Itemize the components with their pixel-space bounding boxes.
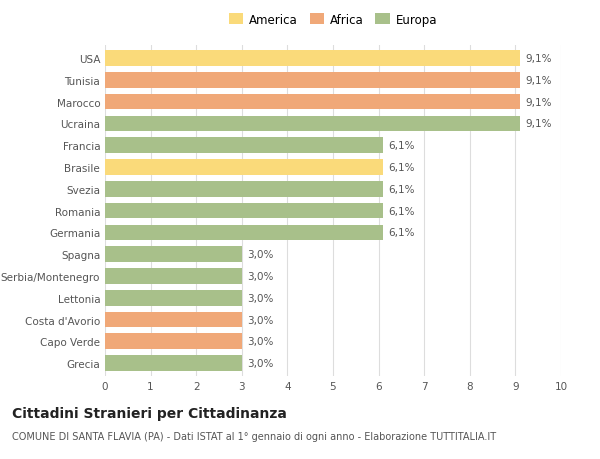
Legend: America, Africa, Europa: America, Africa, Europa (224, 9, 442, 31)
Text: 3,0%: 3,0% (247, 271, 274, 281)
Text: 6,1%: 6,1% (389, 141, 415, 151)
Text: 6,1%: 6,1% (389, 228, 415, 238)
Text: 3,0%: 3,0% (247, 250, 274, 260)
Text: 6,1%: 6,1% (389, 185, 415, 195)
Text: 3,0%: 3,0% (247, 358, 274, 368)
Bar (105, 247, 242, 263)
Text: 9,1%: 9,1% (526, 119, 552, 129)
Bar (105, 269, 242, 284)
Bar (105, 356, 242, 371)
Text: 9,1%: 9,1% (526, 97, 552, 107)
Text: 3,0%: 3,0% (247, 336, 274, 347)
Bar (105, 51, 520, 67)
Bar (105, 290, 242, 306)
Text: 3,0%: 3,0% (247, 315, 274, 325)
Bar (105, 95, 520, 110)
Bar (105, 138, 383, 154)
Bar (105, 73, 520, 89)
Bar (105, 160, 383, 175)
Text: COMUNE DI SANTA FLAVIA (PA) - Dati ISTAT al 1° gennaio di ogni anno - Elaborazio: COMUNE DI SANTA FLAVIA (PA) - Dati ISTAT… (12, 431, 496, 442)
Bar (105, 334, 242, 349)
Text: 6,1%: 6,1% (389, 162, 415, 173)
Text: Cittadini Stranieri per Cittadinanza: Cittadini Stranieri per Cittadinanza (12, 406, 287, 420)
Text: 6,1%: 6,1% (389, 206, 415, 216)
Text: 3,0%: 3,0% (247, 293, 274, 303)
Bar (105, 312, 242, 328)
Bar (105, 225, 383, 241)
Bar (105, 182, 383, 197)
Bar (105, 116, 520, 132)
Text: 9,1%: 9,1% (526, 54, 552, 64)
Text: 9,1%: 9,1% (526, 76, 552, 86)
Bar (105, 203, 383, 219)
